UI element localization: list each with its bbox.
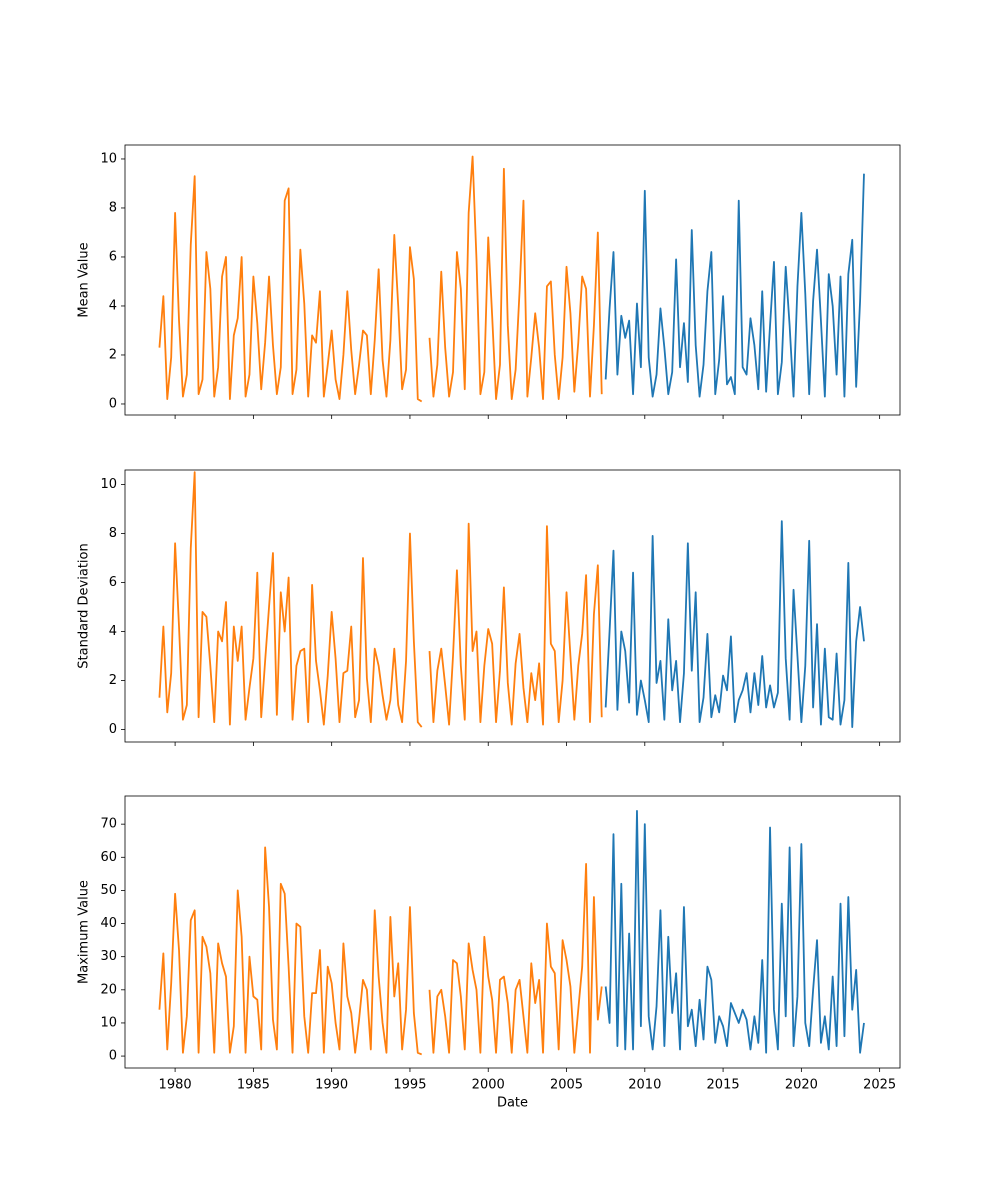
- y-tick-label: 70: [100, 817, 117, 832]
- x-tick-label: 1985: [237, 1078, 270, 1093]
- y-tick-label: 2: [109, 673, 117, 688]
- y-tick-label: 10: [100, 1015, 117, 1030]
- y-tick-label: 4: [109, 298, 117, 313]
- x-tick-label: 1990: [315, 1078, 348, 1093]
- y-tick-label: 10: [100, 477, 117, 492]
- y-tick-label: 6: [109, 249, 117, 264]
- y-tick-label: 8: [109, 526, 117, 541]
- x-tick-label: 2000: [472, 1078, 505, 1093]
- y-tick-label: 30: [100, 949, 117, 964]
- y-tick-label: 8: [109, 200, 117, 215]
- series-line: [158, 155, 603, 403]
- series-line: [604, 173, 865, 398]
- axes-frame: [124, 469, 901, 743]
- y-axis-label: Maximum Value: [77, 880, 92, 984]
- x-tick-label: 1980: [159, 1078, 192, 1093]
- x-tick-label: 1995: [393, 1078, 426, 1093]
- series-line: [604, 520, 865, 728]
- y-tick-label: 0: [109, 396, 117, 411]
- x-tick-label: 2010: [628, 1078, 661, 1093]
- y-tick-label: 60: [100, 850, 117, 865]
- x-tick-label: 2005: [550, 1078, 583, 1093]
- y-tick-label: 6: [109, 575, 117, 590]
- y-axis-label: Mean Value: [77, 242, 92, 317]
- series-line: [158, 846, 603, 1056]
- y-tick-label: 0: [109, 1049, 117, 1064]
- plot-area: [158, 155, 865, 403]
- y-tick-label: 10: [100, 151, 117, 166]
- y-tick-label: 0: [109, 722, 117, 737]
- plot-area: [158, 471, 865, 728]
- y-tick-label: 20: [100, 982, 117, 997]
- y-tick-label: 40: [100, 916, 117, 931]
- y-tick-label: 4: [109, 624, 117, 639]
- x-tick-label: 2020: [785, 1078, 818, 1093]
- y-tick-label: 50: [100, 883, 117, 898]
- axes-frame: [124, 795, 901, 1069]
- plot-area: [158, 810, 865, 1056]
- x-tick-label: 2025: [863, 1078, 896, 1093]
- axes-frame: [124, 144, 901, 416]
- series-line: [158, 471, 603, 728]
- x-axis-label: Date: [497, 1096, 528, 1111]
- y-tick-label: 2: [109, 347, 117, 362]
- x-tick-label: 2015: [707, 1078, 740, 1093]
- y-axis-label: Standard Deviation: [77, 543, 92, 668]
- series-line: [604, 810, 865, 1054]
